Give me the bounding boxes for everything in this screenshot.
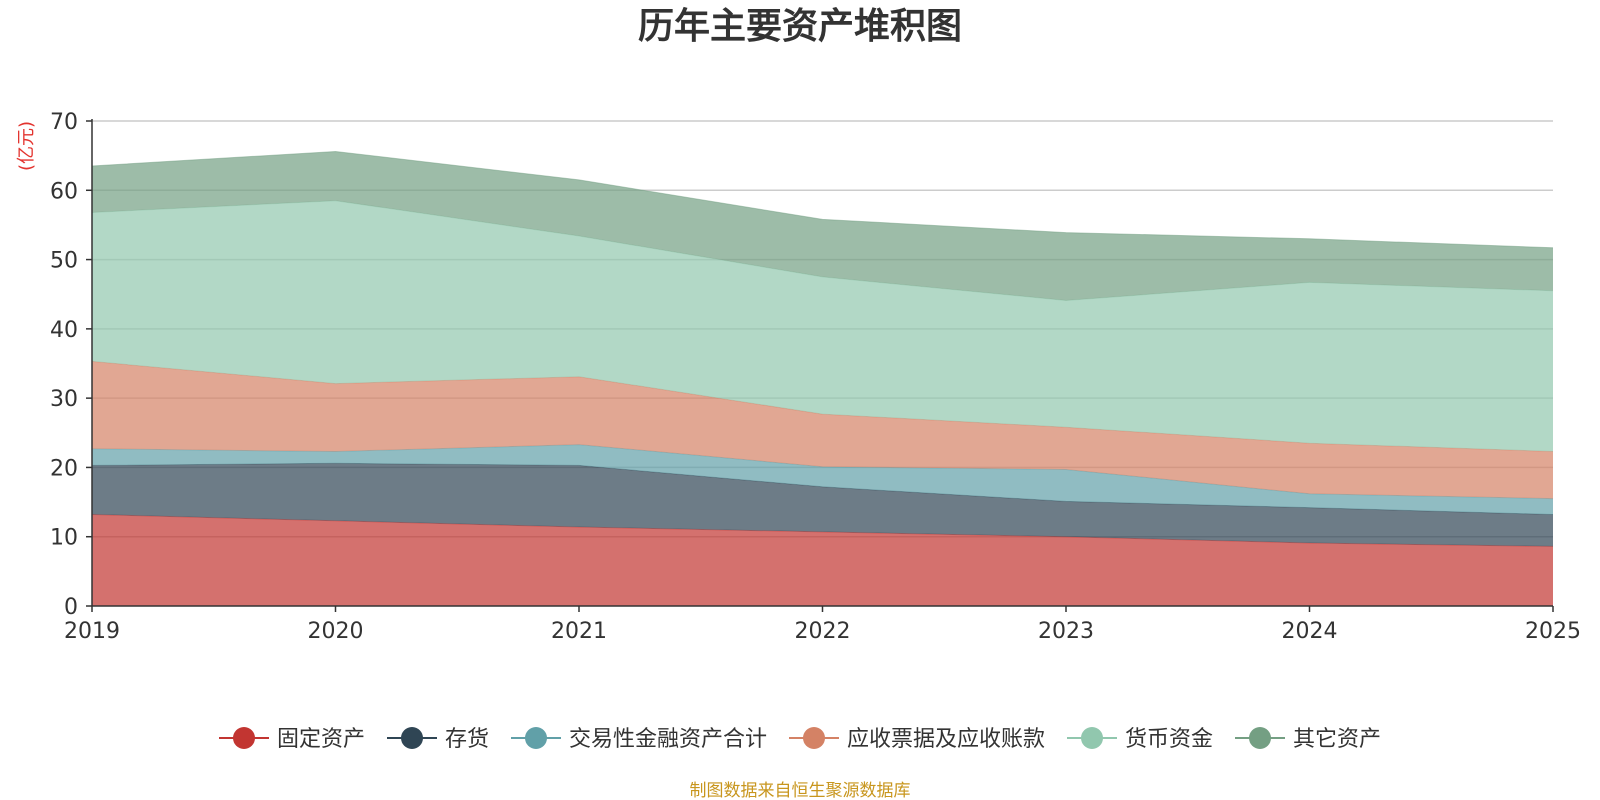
area-series-2[interactable] <box>92 463 1553 547</box>
y-tick-label: 60 <box>50 179 78 204</box>
area-series-6[interactable] <box>92 151 1553 301</box>
legend-label: 存货 <box>445 727 489 752</box>
legend-marker <box>803 727 825 749</box>
x-tick-label: 2019 <box>64 619 120 644</box>
legend-label: 交易性金融资产合计 <box>569 727 767 752</box>
y-tick-label: 20 <box>50 456 78 481</box>
legend-marker <box>525 727 547 749</box>
legend-label: 固定资产 <box>277 727 365 752</box>
x-tick-label: 2021 <box>551 619 607 644</box>
y-tick-label: 10 <box>50 526 78 551</box>
area-series-group <box>91 150 1554 607</box>
x-tick-label: 2022 <box>795 619 851 644</box>
area-series-4[interactable] <box>92 361 1553 499</box>
legend-label: 应收票据及应收账款 <box>847 727 1045 752</box>
legend-item-1[interactable]: 固定资产 <box>219 727 365 752</box>
legend-item-2[interactable]: 存货 <box>387 727 489 752</box>
area-series-1[interactable] <box>92 514 1553 607</box>
legend-item-5[interactable]: 货币资金 <box>1067 727 1213 752</box>
x-tick-label: 2025 <box>1525 619 1581 644</box>
data-source-note: 制图数据来自恒生聚源数据库 <box>690 781 911 800</box>
legend-item-3[interactable]: 交易性金融资产合计 <box>511 727 767 752</box>
x-tick-label: 2023 <box>1038 619 1094 644</box>
axes: 0 10 20 30 40 50 60 70 2019 2020 2021 2022 2023 2024 2… <box>50 110 1581 644</box>
legend-item-6[interactable]: 其它资产 <box>1235 727 1381 752</box>
legend-label: 货币资金 <box>1125 727 1213 752</box>
legend-marker <box>1249 727 1271 749</box>
x-tick-label: 2024 <box>1282 619 1338 644</box>
legend-marker <box>233 727 255 749</box>
y-tick-label: 50 <box>50 249 78 274</box>
legend[interactable]: 固定资产 存货 交易性金融资产合计 应收票据及应收账款 货币资金 其它资产 <box>219 727 1381 752</box>
area-series-3[interactable] <box>92 444 1553 515</box>
y-tick-label: 70 <box>50 110 78 135</box>
area-series-6-edge <box>91 150 1554 249</box>
legend-item-4[interactable]: 应收票据及应收账款 <box>789 727 1045 752</box>
legend-marker <box>1081 727 1103 749</box>
y-tick-label: 0 <box>64 595 78 620</box>
area-series-5[interactable] <box>92 200 1553 452</box>
y-axis-unit-label: (亿元) <box>16 121 37 171</box>
legend-marker <box>401 727 423 749</box>
x-tick-label: 2020 <box>308 619 364 644</box>
y-tick-label: 30 <box>50 387 78 412</box>
legend-label: 其它资产 <box>1293 727 1381 752</box>
chart-title: 历年主要资产堆积图 <box>638 6 962 47</box>
y-tick-label: 40 <box>50 318 78 343</box>
